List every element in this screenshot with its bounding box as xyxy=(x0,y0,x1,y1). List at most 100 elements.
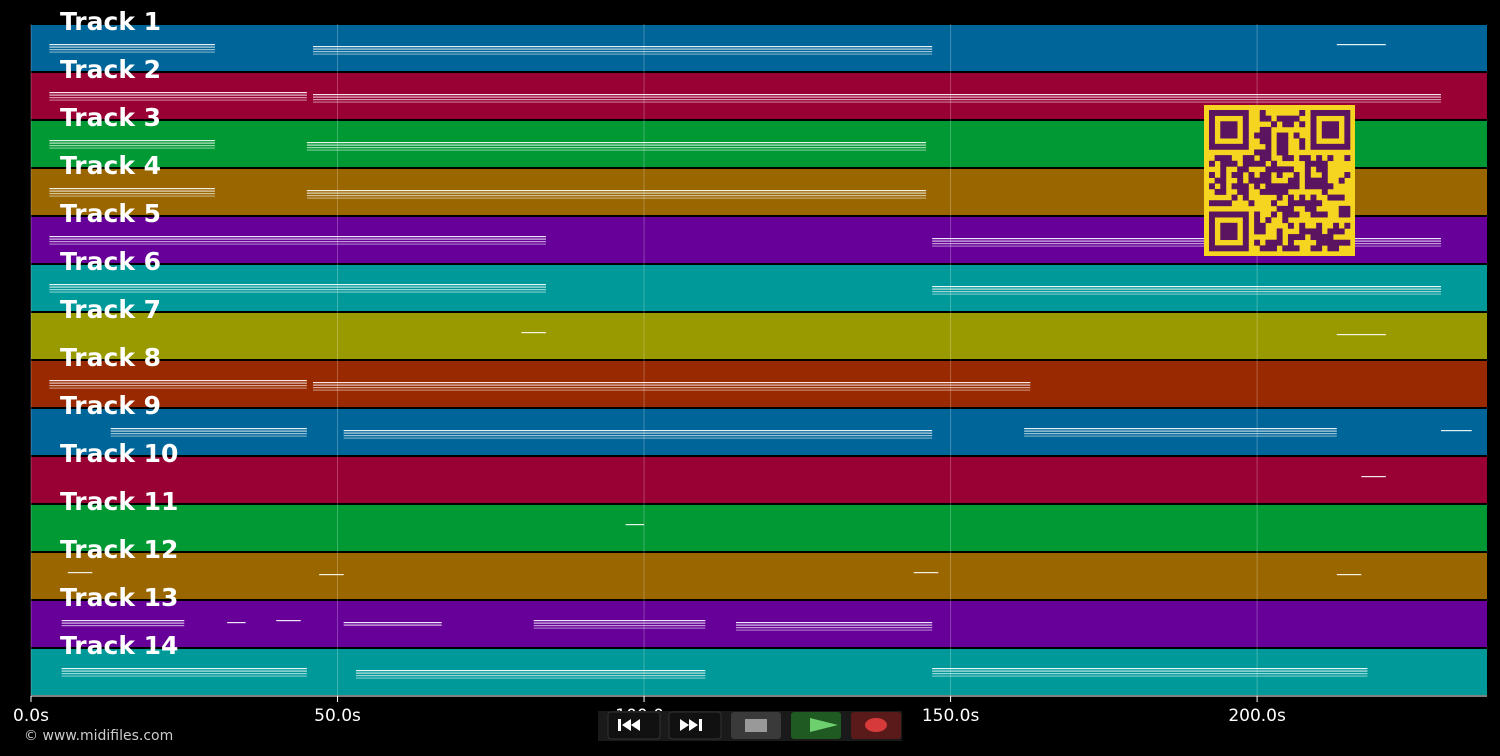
qr-module xyxy=(1327,155,1334,162)
qr-module xyxy=(1293,245,1300,252)
qr-module xyxy=(1321,211,1328,218)
qr-module xyxy=(1231,222,1238,229)
qr-module xyxy=(1344,239,1351,246)
qr-module xyxy=(1225,121,1232,128)
note-line xyxy=(736,624,933,626)
note-line xyxy=(313,384,1031,386)
qr-module xyxy=(1231,132,1238,139)
note-span xyxy=(625,524,645,526)
note-line xyxy=(306,192,927,194)
qr-module xyxy=(1209,234,1215,241)
qr-module xyxy=(1265,172,1272,178)
qr-module xyxy=(1276,183,1283,190)
notes xyxy=(49,44,1472,679)
qr-module xyxy=(1333,222,1340,229)
qr-module xyxy=(1225,200,1232,207)
qr-module xyxy=(1344,143,1351,150)
qr-module xyxy=(1231,211,1238,218)
qr-module xyxy=(1333,194,1340,201)
qr-module xyxy=(1293,200,1300,207)
qr-module xyxy=(1214,177,1221,184)
qr-module xyxy=(1299,110,1306,116)
note-span xyxy=(61,620,185,627)
qr-module xyxy=(1327,239,1334,246)
note-line xyxy=(49,286,546,288)
qr-module xyxy=(1310,121,1317,128)
track-label: Track 9 xyxy=(60,391,161,420)
qr-module xyxy=(1209,110,1215,116)
qr-module xyxy=(1265,138,1272,145)
qr-module xyxy=(1333,110,1340,116)
qr-module xyxy=(1344,121,1351,128)
qr-module xyxy=(1242,138,1249,145)
qr-module xyxy=(1220,177,1227,184)
play-button[interactable] xyxy=(791,712,841,739)
note-line xyxy=(61,622,185,624)
note-span xyxy=(49,380,307,389)
stop-button[interactable] xyxy=(731,712,781,739)
note-span xyxy=(521,332,546,334)
qr-module xyxy=(1333,126,1340,133)
qr-code[interactable] xyxy=(1204,105,1355,256)
qr-module xyxy=(1321,177,1328,184)
note-line xyxy=(49,44,215,46)
qr-module xyxy=(1254,211,1261,218)
qr-module xyxy=(1254,239,1261,246)
note-span xyxy=(49,188,215,197)
note-line xyxy=(932,293,1442,295)
note-line xyxy=(306,195,927,197)
note-span xyxy=(49,44,215,53)
note-span xyxy=(1336,334,1386,336)
note-span xyxy=(313,46,933,55)
record-button[interactable] xyxy=(851,712,901,739)
qr-module xyxy=(1209,183,1215,190)
qr-module xyxy=(1276,115,1283,122)
qr-module xyxy=(1248,160,1255,167)
note-span xyxy=(343,430,933,439)
note-line xyxy=(343,437,933,439)
qr-module xyxy=(1231,121,1238,128)
qr-module xyxy=(1287,211,1294,218)
qr-module xyxy=(1242,166,1249,173)
qr-module xyxy=(1209,245,1215,252)
qr-module xyxy=(1310,211,1317,218)
qr-module xyxy=(1338,228,1345,235)
note-span xyxy=(1024,428,1337,437)
qr-module xyxy=(1220,245,1227,252)
track-band xyxy=(31,505,1487,551)
note-line xyxy=(533,622,706,624)
track-labels: Track 1 Track 2 Track 3 Track 4 Track 5 Track… xyxy=(60,7,178,660)
note-line xyxy=(49,145,215,147)
note-line xyxy=(343,432,933,434)
rewind-button[interactable] xyxy=(607,711,661,740)
note-span xyxy=(306,142,927,151)
qr-module xyxy=(1316,239,1323,246)
qr-module xyxy=(1220,110,1227,116)
note-line xyxy=(1336,574,1362,576)
note-line xyxy=(306,142,927,144)
fast-forward-button[interactable] xyxy=(668,711,722,740)
qr-module xyxy=(1276,228,1283,235)
qr-module xyxy=(1231,183,1238,190)
qr-module xyxy=(1316,155,1323,162)
qr-module xyxy=(1344,222,1351,229)
qr-module xyxy=(1310,126,1317,133)
note-span xyxy=(49,140,215,149)
qr-module xyxy=(1287,194,1294,201)
qr-module xyxy=(1344,211,1351,218)
x-tick-label: 150.0s xyxy=(922,706,980,726)
qr-module xyxy=(1338,239,1345,246)
qr-module xyxy=(1220,183,1227,190)
note-line xyxy=(49,99,307,101)
qr-module xyxy=(1237,211,1244,218)
qr-module xyxy=(1237,166,1244,173)
note-line xyxy=(343,622,442,624)
note-line xyxy=(313,382,1031,384)
qr-module xyxy=(1316,234,1323,241)
qr-module xyxy=(1304,228,1311,235)
note-span xyxy=(49,236,546,245)
qr-module xyxy=(1338,194,1345,201)
qr-module xyxy=(1293,183,1300,190)
note-line xyxy=(313,96,1442,98)
